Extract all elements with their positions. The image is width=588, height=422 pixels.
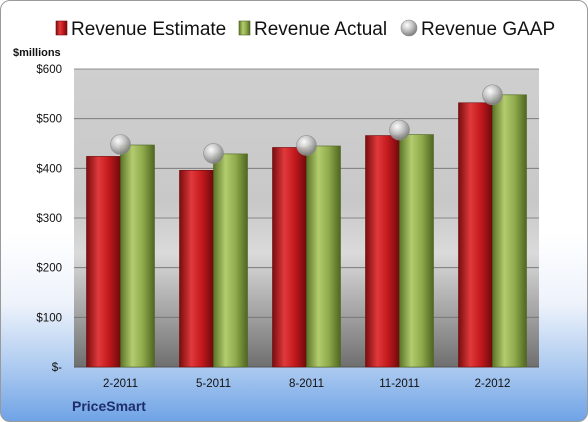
legend: Revenue Estimate Revenue Actual Revenue … — [55, 19, 555, 40]
bar-revenue-actual — [399, 134, 434, 368]
bar-revenue-estimate — [272, 147, 307, 368]
y-tick-label: $100 — [36, 312, 62, 324]
unit-label: $millions — [13, 47, 61, 59]
bar-revenue-actual — [213, 153, 248, 368]
markers-layer — [110, 84, 503, 164]
legend-marker-revenue-gaap — [400, 19, 418, 37]
bar-revenue-estimate — [365, 135, 400, 368]
legend-swatch-revenue-estimate — [55, 20, 68, 36]
y-tick-label: $- — [52, 362, 62, 374]
marker-revenue-gaap — [110, 134, 131, 155]
legend-label-revenue-estimate: Revenue Estimate — [71, 19, 226, 40]
bar-revenue-estimate — [458, 102, 493, 368]
marker-revenue-gaap — [389, 119, 410, 141]
x-tick-label: 11-2011 — [379, 378, 420, 390]
marker-revenue-gaap — [482, 84, 503, 106]
marker-revenue-gaap — [203, 143, 224, 164]
legend-label-revenue-actual: Revenue Actual — [254, 19, 387, 40]
brand-label: PriceSmart — [72, 398, 146, 414]
bar-revenue-estimate — [179, 170, 214, 368]
bar-revenue-actual — [120, 144, 155, 368]
bar-revenue-actual — [492, 94, 527, 368]
x-tick-label: 2-2011 — [103, 378, 138, 390]
y-tick-label: $500 — [36, 114, 62, 126]
bar-revenue-estimate — [86, 156, 121, 368]
x-tick-label: 5-2011 — [196, 378, 231, 390]
y-tick-label: $300 — [36, 213, 62, 225]
bars-layer — [86, 94, 527, 368]
bar-revenue-actual — [306, 145, 341, 368]
x-tick-label: 8-2011 — [289, 378, 324, 390]
y-tick-label: $600 — [36, 64, 62, 76]
legend-swatch-revenue-actual — [238, 20, 251, 36]
marker-revenue-gaap — [296, 135, 317, 156]
y-axis-ticks: $- $100 $200 $300 $400 $500 $600 — [36, 64, 62, 374]
y-tick-label: $200 — [36, 263, 62, 275]
x-tick-label: 2-2012 — [475, 378, 511, 390]
x-axis-ticks: 2-2011 5-2011 8-2011 11-2011 2-2012 — [103, 378, 510, 390]
legend-label-revenue-gaap: Revenue GAAP — [421, 19, 555, 40]
y-tick-label: $400 — [36, 163, 62, 175]
